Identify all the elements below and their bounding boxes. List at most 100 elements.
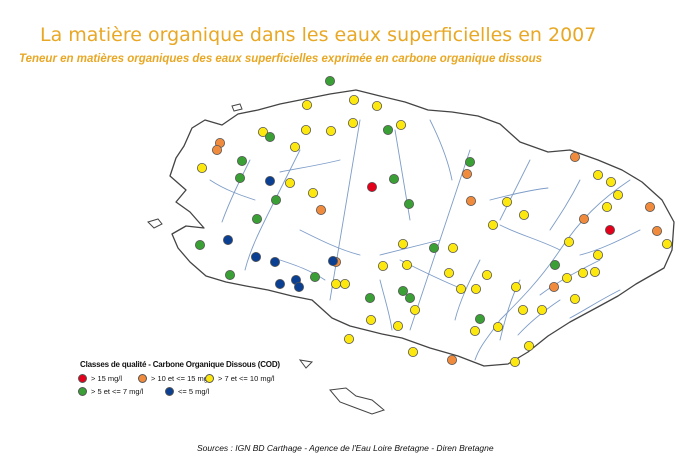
map-title: La matière organique dans les eaux super… bbox=[40, 24, 597, 46]
red-dot-icon bbox=[78, 374, 87, 383]
station-yellow bbox=[196, 162, 207, 173]
legend-title: Classes de qualité - Carbone Organique D… bbox=[80, 360, 280, 369]
station-yellow bbox=[518, 304, 529, 315]
island bbox=[329, 387, 386, 415]
station-orange bbox=[446, 354, 457, 365]
station-yellow bbox=[510, 281, 521, 292]
station-yellow bbox=[492, 321, 503, 332]
station-yellow bbox=[602, 201, 613, 212]
station-green bbox=[270, 194, 281, 205]
station-green bbox=[474, 313, 485, 324]
station-blue bbox=[293, 281, 304, 292]
station-green bbox=[234, 172, 245, 183]
station-orange bbox=[465, 195, 476, 206]
island bbox=[147, 218, 163, 229]
station-yellow bbox=[606, 176, 617, 187]
station-yellow bbox=[325, 126, 336, 137]
legend-label: > 5 et <= 7 mg/l bbox=[91, 387, 144, 396]
station-orange bbox=[461, 168, 472, 179]
station-orange bbox=[579, 213, 590, 224]
station-yellow bbox=[590, 266, 601, 277]
station-green bbox=[224, 269, 235, 280]
legend-item-green: > 5 et <= 7 mg/l bbox=[78, 387, 143, 396]
station-yellow bbox=[365, 314, 376, 325]
station-yellow bbox=[339, 278, 350, 289]
station-red bbox=[366, 181, 377, 192]
station-yellow bbox=[481, 269, 492, 280]
legend-item-yellow: > 7 et <= 10 mg/l bbox=[205, 374, 275, 383]
station-blue bbox=[327, 255, 338, 266]
yellow-dot-icon bbox=[205, 374, 214, 383]
stations bbox=[194, 76, 673, 367]
station-green bbox=[309, 271, 320, 282]
station-green bbox=[550, 259, 561, 270]
station-yellow bbox=[509, 356, 520, 367]
station-green bbox=[236, 155, 247, 166]
station-yellow bbox=[348, 95, 359, 106]
station-yellow bbox=[593, 169, 604, 180]
station-green bbox=[364, 292, 375, 303]
legend-label: > 10 et <= 15 mg/l bbox=[151, 374, 212, 383]
station-yellow bbox=[401, 259, 412, 270]
station-green bbox=[404, 292, 415, 303]
station-green bbox=[464, 156, 475, 167]
station-yellow bbox=[593, 249, 604, 260]
station-yellow bbox=[562, 272, 573, 283]
legend-label: <= 5 mg/l bbox=[178, 387, 210, 396]
station-green bbox=[428, 242, 439, 253]
station-yellow bbox=[443, 267, 454, 278]
station-yellow bbox=[519, 209, 530, 220]
map-subtitle: Teneur en matières organiques des eaux s… bbox=[19, 53, 543, 65]
orange-dot-icon bbox=[138, 374, 147, 383]
station-green bbox=[194, 239, 205, 250]
station-yellow bbox=[469, 325, 480, 336]
station-orange bbox=[315, 204, 326, 215]
station-blue bbox=[274, 278, 285, 289]
station-yellow bbox=[409, 304, 420, 315]
station-red bbox=[605, 224, 616, 235]
island bbox=[298, 359, 314, 369]
station-green bbox=[251, 213, 262, 224]
station-green bbox=[382, 125, 393, 136]
station-yellow bbox=[300, 125, 311, 136]
station-yellow bbox=[289, 141, 300, 152]
station-yellow bbox=[307, 187, 318, 198]
legend-item-blue: <= 5 mg/l bbox=[165, 387, 209, 396]
station-yellow bbox=[284, 177, 295, 188]
green-dot-icon bbox=[78, 387, 87, 396]
station-yellow bbox=[392, 320, 403, 331]
station-yellow bbox=[447, 242, 458, 253]
station-yellow bbox=[377, 260, 388, 271]
station-green bbox=[397, 285, 408, 296]
blue-dot-icon bbox=[165, 387, 174, 396]
station-orange bbox=[570, 151, 581, 162]
station-blue bbox=[222, 234, 233, 245]
station-yellow bbox=[524, 340, 535, 351]
station-yellow bbox=[407, 346, 418, 357]
legend-label: > 7 et <= 10 mg/l bbox=[218, 374, 275, 383]
station-orange bbox=[652, 225, 663, 236]
station-green bbox=[403, 198, 414, 209]
station-yellow bbox=[455, 283, 466, 294]
station-yellow bbox=[301, 100, 312, 111]
station-orange bbox=[645, 201, 656, 212]
station-yellow bbox=[257, 127, 268, 138]
legend-item-red: > 15 mg/l bbox=[78, 374, 122, 383]
station-yellow bbox=[397, 238, 408, 249]
station-yellow bbox=[501, 196, 512, 207]
station-yellow bbox=[395, 120, 406, 131]
coastline bbox=[169, 89, 675, 367]
legend-label: > 15 mg/l bbox=[91, 374, 123, 383]
sources-note: Sources : IGN BD Carthage - Agence de l'… bbox=[197, 443, 494, 453]
station-yellow bbox=[613, 189, 624, 200]
station-green bbox=[388, 173, 399, 184]
station-yellow bbox=[570, 293, 581, 304]
island bbox=[231, 103, 243, 112]
station-orange bbox=[549, 281, 560, 292]
legend-item-orange: > 10 et <= 15 mg/l bbox=[138, 374, 212, 383]
station-blue bbox=[264, 175, 275, 186]
station-yellow bbox=[578, 267, 589, 278]
station-yellow bbox=[347, 118, 358, 129]
station-yellow bbox=[470, 283, 481, 294]
